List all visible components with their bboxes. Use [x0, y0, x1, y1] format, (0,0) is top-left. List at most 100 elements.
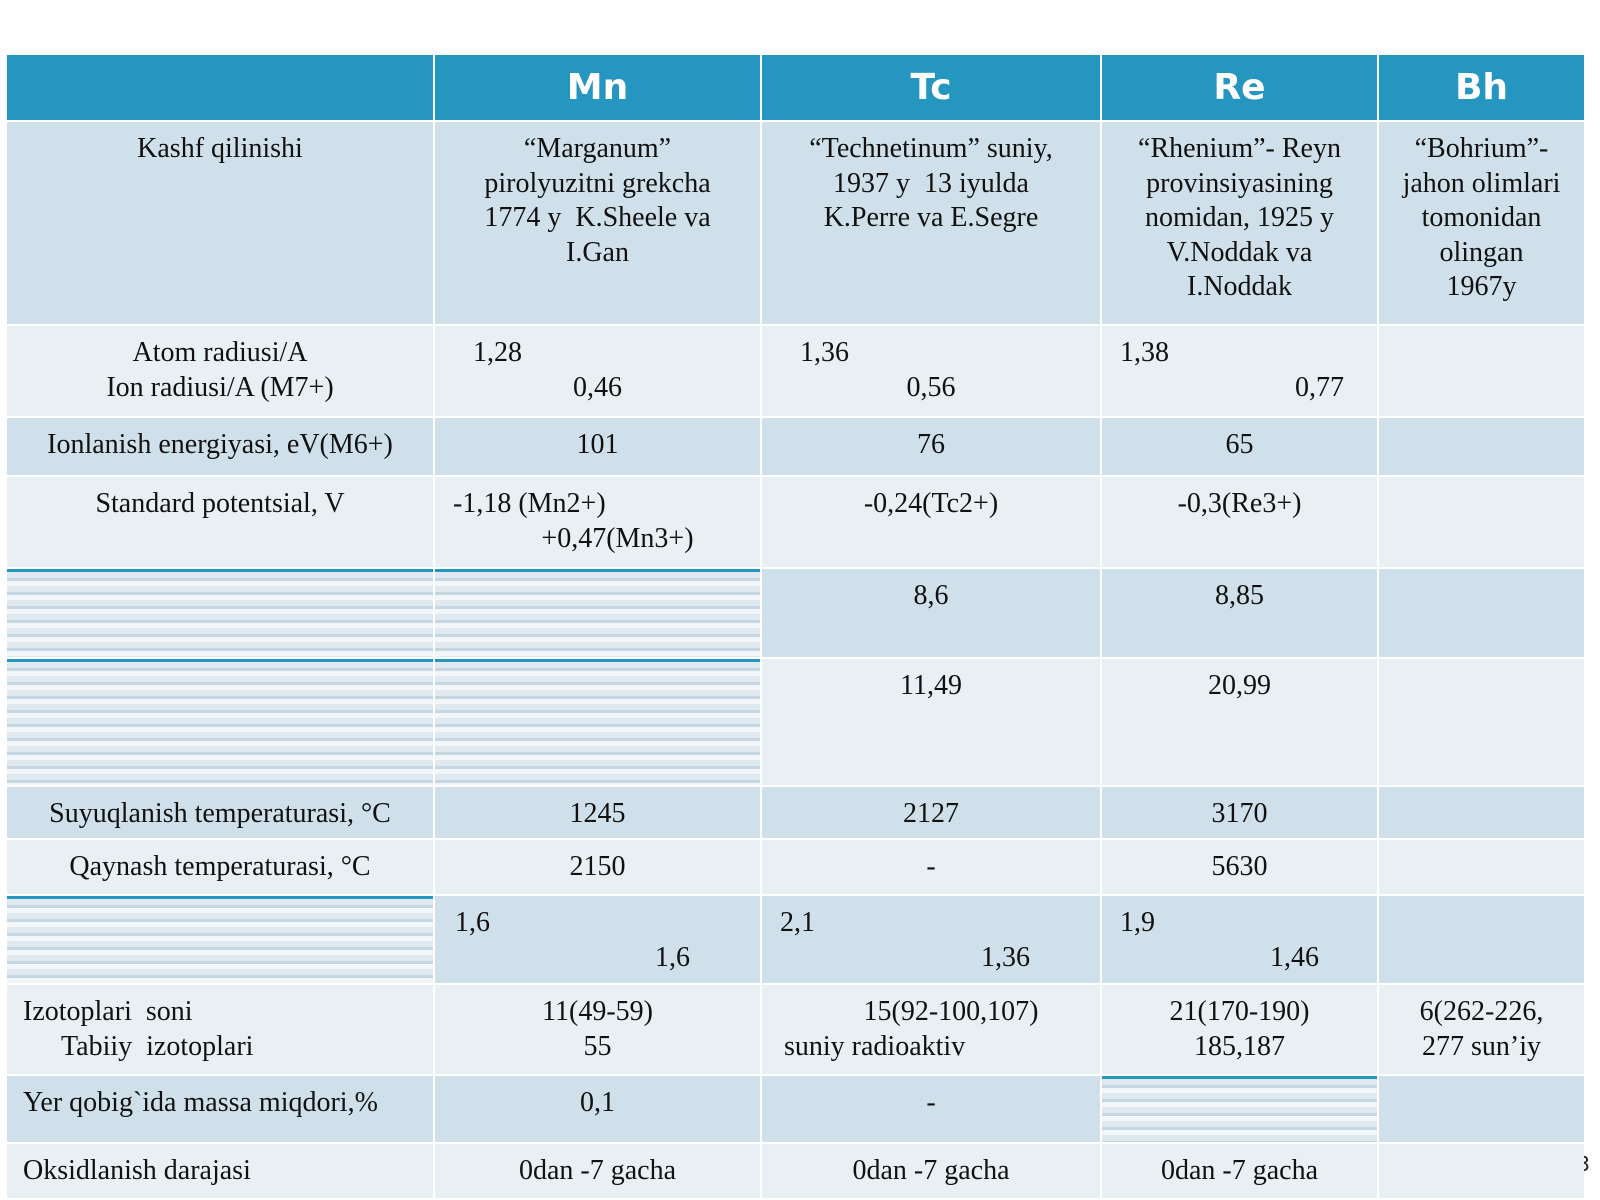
cell-text: Izotoplari soni	[23, 996, 193, 1027]
table-cell	[1379, 569, 1584, 657]
table-cell: 1,9 1,46	[1102, 896, 1377, 983]
cell-text: 1245	[569, 798, 626, 829]
cell-text: Standard potentsial, V	[95, 488, 345, 519]
table-cell: -0,24(Tc2+)	[762, 477, 1100, 567]
cell-text: 65	[1225, 429, 1254, 460]
cell-text: 6(262-226,	[1419, 996, 1544, 1027]
cell-text: 3170	[1211, 798, 1268, 829]
cell-text: V.Noddak va	[1166, 236, 1313, 268]
cell-text: 1,9	[1120, 907, 1155, 938]
table-cell: 0dan -7 gacha	[762, 1144, 1100, 1198]
cell-text: jahon olimlari	[1402, 167, 1561, 199]
table-cell: 0dan -7 gacha	[435, 1144, 760, 1198]
table-cell: 1,28 0,46	[435, 326, 760, 416]
table-cell	[1379, 477, 1584, 567]
cell-text: 1,38	[1120, 337, 1169, 368]
cell-text: olingan	[1439, 236, 1524, 268]
cell-text: “Marganum”	[523, 133, 672, 164]
cell-text: 15(92-100,107)	[863, 996, 1039, 1027]
cell-text: I.Gan	[566, 236, 629, 268]
cell-text: 55	[583, 1030, 612, 1062]
table-cell: Yer qobig`ida massa miqdori,%	[7, 1076, 433, 1142]
cell-text: -1,18 (Mn2+)	[453, 488, 606, 519]
table-cell: “Marganum” pirolyuzitni grekcha 1774 y K.S…	[435, 122, 760, 324]
cell-text: Atom radiusi/A	[132, 337, 308, 368]
table-cell: -0,3(Re3+)	[1102, 477, 1377, 567]
cell-text: 11,49	[900, 670, 962, 701]
cell-text: 1,6	[455, 907, 490, 938]
table-cell: 1,36 0,56	[762, 326, 1100, 416]
cell-text: Tabiiy izotoplari	[61, 1030, 254, 1062]
cell-text: 0,46	[573, 371, 622, 403]
header-cell: Bh	[1379, 55, 1584, 120]
thumbnail-image	[7, 569, 433, 657]
table-cell: Oksidlanish darajasi	[7, 1144, 433, 1198]
thumbnail-image	[435, 659, 760, 785]
table-cell	[1379, 1144, 1584, 1198]
cell-text: 5630	[1211, 851, 1268, 882]
table-cell	[1379, 787, 1584, 838]
cell-text: 1,6	[655, 941, 690, 973]
cell-text: Ion radiusi/A (M7+)	[106, 371, 334, 403]
cell-text: 101	[576, 429, 619, 460]
cell-text: -	[926, 851, 936, 882]
cell-text: Oksidlanish darajasi	[23, 1155, 251, 1186]
table-cell: Qaynash temperaturasi, °C	[7, 840, 433, 894]
cell-text: 0dan -7 gacha	[1160, 1155, 1319, 1186]
cell-text: “Bohrium”-	[1414, 133, 1549, 164]
table-cell: 21(170-190) 185,187	[1102, 985, 1377, 1074]
table-cell: 8,6	[762, 569, 1100, 657]
table-cell: -	[762, 840, 1100, 894]
table-cell: 1,38 0,77	[1102, 326, 1377, 416]
cell-text: 1967y	[1446, 271, 1517, 302]
cell-text: 1937 y 13 iyulda	[833, 167, 1029, 199]
table-cell: “Rhenium”- Reyn provinsiyasining nomidan, …	[1102, 122, 1377, 324]
cell-text: “Rhenium”- Reyn	[1138, 133, 1341, 164]
table-cell: Ionlanish energiyasi, eV(M6+)	[7, 418, 433, 475]
cell-text: tomonidan	[1421, 202, 1542, 233]
table-cell: “Bohrium”- jahon olimlari tomonidan olingan…	[1379, 122, 1584, 324]
table-cell: “Technetinum” suniy, 1937 y 13 iyulda K.Pe…	[762, 122, 1100, 324]
table-cell: 15(92-100,107) suniy radioaktiv	[762, 985, 1100, 1074]
table-cell: 6(262-226, 277 sun’iy	[1379, 985, 1584, 1074]
table-cell: 2,1 1,36	[762, 896, 1100, 983]
cell-text: 0,77	[1295, 371, 1344, 403]
cell-text: 0dan -7 gacha	[852, 1155, 1010, 1186]
table-cell	[1379, 326, 1584, 416]
cell-text: 1,46	[1270, 941, 1319, 973]
table-cell: Izotoplari soni Tabiiy izotoplari	[7, 985, 433, 1074]
table-cell: 3170	[1102, 787, 1377, 838]
table-cell: 0,1	[435, 1076, 760, 1142]
cell-text: pirolyuzitni grekcha	[484, 167, 711, 199]
cell-text: 76	[917, 429, 945, 460]
cell-text: “Technetinum” suniy,	[809, 133, 1053, 164]
thumbnail-image	[7, 896, 433, 983]
cell-text: 2127	[903, 798, 959, 829]
cell-text: K.Perre va E.Segre	[823, 202, 1039, 233]
header-cell: Re	[1102, 55, 1377, 120]
header-cell	[7, 55, 433, 120]
cell-text: 0,1	[580, 1087, 615, 1118]
cell-text: 1,28	[473, 337, 522, 368]
cell-text: nomidan, 1925 y	[1145, 202, 1334, 233]
table-cell: Atom radiusi/A Ion radiusi/A (M7+)	[7, 326, 433, 416]
table-cell: 5630	[1102, 840, 1377, 894]
header-cell: Mn	[435, 55, 760, 120]
table-cell: 8,85	[1102, 569, 1377, 657]
table-cell	[1379, 1076, 1584, 1142]
cell-text: suniy radioaktiv	[784, 1030, 966, 1062]
table-cell	[1379, 659, 1584, 785]
thumbnail-image	[1102, 1076, 1377, 1142]
table-cell: 2127	[762, 787, 1100, 838]
table-cell: -	[762, 1076, 1100, 1142]
cell-text: 185,187	[1194, 1030, 1285, 1062]
table-cell: 2150	[435, 840, 760, 894]
table-cell: 101	[435, 418, 760, 475]
table-cell: Standard potentsial, V	[7, 477, 433, 567]
table-cell: 65	[1102, 418, 1377, 475]
cell-text: 2150	[569, 851, 626, 882]
table-cell: 20,99	[1102, 659, 1377, 785]
table-cell: 76	[762, 418, 1100, 475]
cell-text: 0,56	[906, 371, 956, 403]
